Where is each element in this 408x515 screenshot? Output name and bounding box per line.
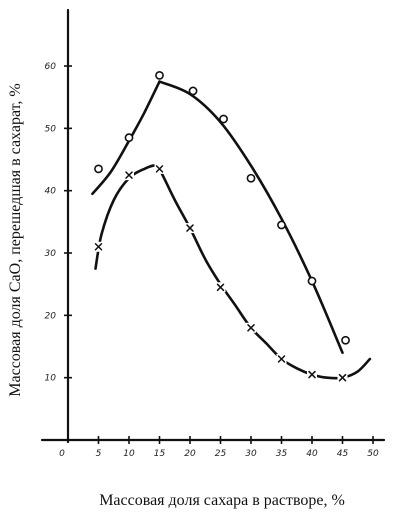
x-tick-label: 15 [154, 449, 166, 459]
x-tick-label: 35 [276, 449, 288, 459]
x-tick-50: 50 [367, 436, 379, 459]
x-tick-label: 50 [367, 449, 379, 459]
y-tick-60: 60 [45, 62, 72, 72]
data-point-cross [185, 223, 195, 234]
y-tick-label: 40 [45, 187, 57, 197]
data-point-circle [188, 86, 198, 96]
data-point-circle [219, 114, 228, 124]
cross-stroke [338, 373, 347, 382]
cross-stroke [247, 324, 255, 332]
cross-stroke [216, 283, 225, 292]
data-point-cross [215, 282, 226, 293]
x-tick-20: 20 [184, 436, 196, 459]
x-axis-title: Массовая доля сахара в растворе, % [99, 492, 345, 509]
y-tick-30: 30 [45, 249, 72, 259]
x-tick-15: 15 [154, 436, 166, 459]
y-tick-label: 50 [45, 124, 57, 134]
series-1-curve-falling [158, 80, 344, 354]
x-tick-0: 0 [59, 449, 65, 459]
x-tick-10: 10 [123, 436, 135, 459]
x-tick-label: 5 [96, 449, 102, 459]
x-tick-30: 30 [245, 436, 257, 459]
data-point-cross [124, 170, 134, 181]
y-tick-50: 50 [45, 124, 72, 134]
series-markers [93, 70, 350, 383]
y-tick-label: 20 [45, 311, 57, 321]
x-tick-label: 40 [306, 449, 318, 459]
x-tick-label: 0 [59, 449, 65, 459]
x-tick-25: 25 [215, 436, 227, 459]
x-tick-label: 20 [184, 449, 196, 459]
cross-stroke [308, 370, 316, 379]
data-point-circle [277, 220, 286, 230]
data-point-cross [337, 372, 348, 383]
data-point-cross [246, 322, 256, 333]
x-tick-label: 45 [337, 449, 349, 459]
data-point-circle [94, 164, 103, 174]
y-tick-20: 20 [45, 311, 72, 321]
data-point-circle [341, 335, 350, 345]
x-tick-5: 5 [96, 436, 102, 459]
data-point-cross [307, 369, 317, 380]
y-axis-title: Массовая доля CaO, перешедшая в сахарат,… [7, 83, 24, 396]
data-point-circle [307, 276, 317, 286]
x-tick-40: 40 [306, 436, 318, 459]
x-tick-label: 10 [123, 449, 135, 459]
cross-stroke [277, 355, 286, 363]
y-ticks: 10 20 30 40 50 60 [45, 62, 72, 384]
y-tick-label: 10 [45, 374, 57, 384]
y-tick-label: 30 [45, 249, 57, 259]
x-tick-45: 45 [337, 436, 349, 459]
x-tick-35: 35 [276, 436, 288, 459]
x-ticks: 0 5 10 15 20 25 30 35 40 45 50 [59, 436, 379, 459]
data-point-cross [154, 163, 165, 174]
data-point-circle [124, 133, 134, 143]
x-tick-label: 30 [245, 449, 257, 459]
data-point-circle [246, 173, 256, 183]
cross-stroke [125, 171, 133, 179]
data-point-cross [276, 353, 287, 364]
cross-stroke [155, 165, 164, 173]
x-tick-label: 25 [215, 449, 227, 459]
series-2-curve [94, 164, 372, 380]
data-point-cross [93, 241, 104, 252]
y-tick-10: 10 [45, 374, 72, 384]
y-tick-label: 60 [45, 62, 57, 72]
cross-stroke [186, 224, 194, 232]
y-tick-40: 40 [45, 187, 72, 197]
series-curves [91, 80, 372, 380]
cross-stroke [94, 243, 103, 251]
data-point-circle [155, 70, 164, 80]
